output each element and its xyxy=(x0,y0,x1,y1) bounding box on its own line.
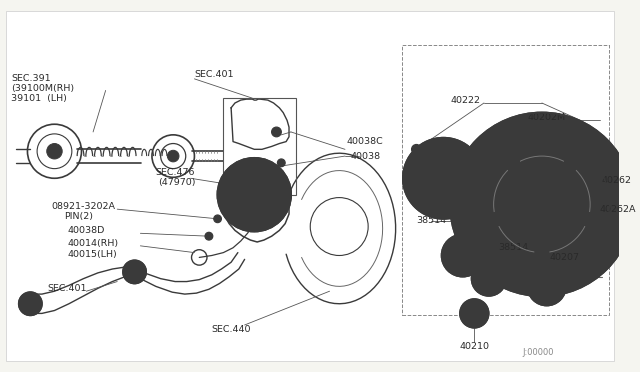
Text: 38514: 38514 xyxy=(499,243,529,252)
Circle shape xyxy=(438,173,449,184)
Circle shape xyxy=(232,170,263,201)
Circle shape xyxy=(450,113,634,296)
Circle shape xyxy=(412,144,421,154)
Circle shape xyxy=(460,299,489,328)
Circle shape xyxy=(430,202,439,210)
Circle shape xyxy=(168,150,179,162)
Text: 40038: 40038 xyxy=(351,151,381,161)
Circle shape xyxy=(432,203,437,208)
Bar xyxy=(223,98,296,195)
Text: (39100M(RH): (39100M(RH) xyxy=(11,84,74,93)
Circle shape xyxy=(214,215,221,223)
Text: 40202M: 40202M xyxy=(527,113,566,122)
Circle shape xyxy=(410,174,419,183)
Text: 40038C: 40038C xyxy=(347,137,383,146)
Circle shape xyxy=(205,232,212,240)
Circle shape xyxy=(412,176,417,181)
Text: 08921-3202A: 08921-3202A xyxy=(52,202,116,211)
Text: 40210: 40210 xyxy=(460,342,490,351)
Circle shape xyxy=(277,159,285,167)
Circle shape xyxy=(535,246,548,259)
Text: 40222: 40222 xyxy=(450,96,480,105)
Text: 40015(LH): 40015(LH) xyxy=(67,250,116,259)
Circle shape xyxy=(271,127,282,137)
Circle shape xyxy=(465,159,469,164)
Text: 38514: 38514 xyxy=(417,216,447,225)
Text: SEC.401: SEC.401 xyxy=(195,70,234,78)
Circle shape xyxy=(465,193,469,198)
Circle shape xyxy=(19,292,42,315)
Text: 39101  (LH): 39101 (LH) xyxy=(11,94,67,103)
Bar xyxy=(402,45,609,315)
Circle shape xyxy=(472,261,506,296)
Text: PIN(2): PIN(2) xyxy=(64,212,93,221)
Text: 40262: 40262 xyxy=(602,176,632,185)
Circle shape xyxy=(463,191,471,200)
Circle shape xyxy=(593,212,603,222)
Circle shape xyxy=(581,212,595,226)
Circle shape xyxy=(432,148,437,153)
Text: SEC.391: SEC.391 xyxy=(11,74,51,83)
Circle shape xyxy=(123,260,146,283)
Text: (47970): (47970) xyxy=(157,178,195,187)
Circle shape xyxy=(527,267,566,306)
Circle shape xyxy=(463,157,471,166)
Circle shape xyxy=(563,158,577,172)
Text: J:00000: J:00000 xyxy=(523,347,554,356)
Circle shape xyxy=(47,144,62,159)
Circle shape xyxy=(442,234,484,277)
Circle shape xyxy=(430,147,439,155)
Text: SEC.440: SEC.440 xyxy=(212,325,252,334)
Text: 40038D: 40038D xyxy=(67,226,104,235)
Text: 40207: 40207 xyxy=(550,253,580,262)
Circle shape xyxy=(403,138,484,219)
Circle shape xyxy=(507,158,520,172)
Text: SEC.476: SEC.476 xyxy=(156,168,195,177)
Text: 40014(RH): 40014(RH) xyxy=(67,240,118,248)
Circle shape xyxy=(218,158,291,231)
Text: SEC.401: SEC.401 xyxy=(48,284,87,293)
Text: 40262A: 40262A xyxy=(600,205,636,214)
Circle shape xyxy=(489,212,503,226)
